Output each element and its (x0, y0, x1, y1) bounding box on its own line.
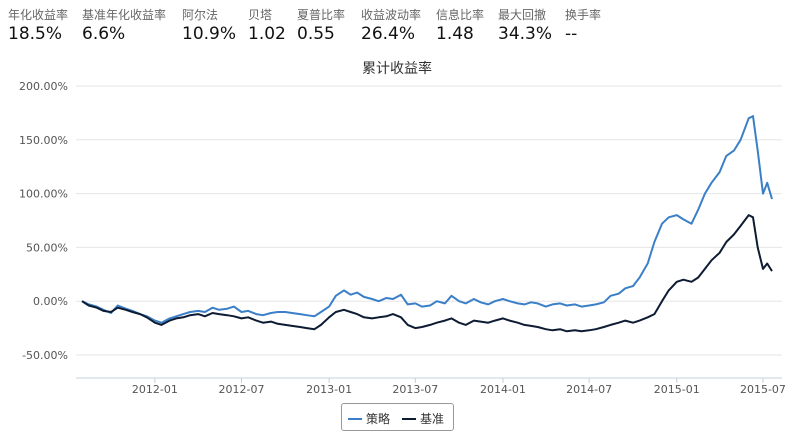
legend-swatch-strategy (348, 417, 362, 420)
stat-label: 夏普比率 (297, 8, 346, 22)
y-tick-label: 100.00% (19, 188, 68, 201)
x-tick-label: 2013-01 (306, 383, 352, 396)
stat-label: 换手率 (565, 8, 602, 22)
y-tick-label: 200.00% (19, 80, 68, 93)
stat-value: 0.55 (297, 24, 335, 44)
stat-value: 10.9% (182, 24, 237, 44)
x-tick-label: 2015-07 (740, 383, 786, 396)
stat-label: 收益波动率 (361, 8, 422, 22)
y-tick-label: -50.00% (22, 349, 68, 362)
legend-item-strategy[interactable]: 策略 (348, 410, 390, 427)
benchmark-line (81, 214, 773, 333)
stat-label: 信息比率 (436, 8, 485, 22)
stats-bar: 年化收益率 18.5% 基准年化收益率 6.6% 阿尔法 10.9% 贝塔 1.… (0, 0, 794, 50)
strategy-line (81, 115, 773, 324)
legend-swatch-benchmark (402, 417, 416, 420)
chart-legend: 策略 基准 (341, 403, 454, 431)
stat-label: 阿尔法 (182, 8, 219, 22)
y-tick-label: 0.00% (33, 295, 68, 308)
stat-value: 34.3% (498, 24, 553, 44)
stat-label: 最大回撤 (498, 8, 547, 22)
stat-label: 年化收益率 (8, 8, 69, 22)
stat-value: 18.5% (8, 24, 63, 44)
chart-title: 累计收益率 (362, 61, 432, 77)
stat-value: 26.4% (361, 24, 416, 44)
x-tick-label: 2014-07 (566, 383, 612, 396)
x-tick-label: 2014-01 (480, 383, 526, 396)
stat-label: 贝塔 (248, 8, 273, 22)
y-tick-label: 50.00% (26, 241, 68, 254)
stat-value: 1.02 (248, 24, 286, 44)
stat-value: 1.48 (436, 24, 474, 44)
legend-label: 策略 (366, 412, 391, 426)
legend-label: 基准 (420, 412, 445, 426)
stat-value: -- (565, 24, 578, 44)
x-tick-label: 2012-01 (132, 383, 178, 396)
legend-item-benchmark[interactable]: 基准 (402, 410, 444, 427)
x-tick-label: 2013-07 (392, 383, 438, 396)
x-tick-label: 2015-01 (654, 383, 700, 396)
stat-label: 基准年化收益率 (82, 8, 167, 22)
x-tick-label: 2012-07 (219, 383, 265, 396)
y-tick-label: 150.00% (19, 134, 68, 147)
stat-value: 6.6% (82, 24, 126, 44)
